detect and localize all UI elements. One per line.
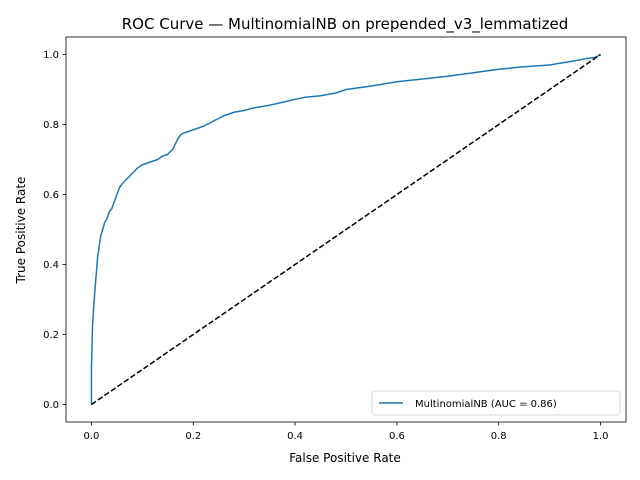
legend-label: MultinomialNB (AUC = 0.86) — [415, 399, 557, 410]
plot-frame — [65, 36, 627, 423]
x-tick-label: 0.0 — [84, 431, 100, 442]
y-tick-label: 0.2 — [43, 330, 59, 341]
axis-ticks: 0.0 0.2 0.4 0.6 0.8 1.0 0.0 0.2 0.4 0.6 0.8 1.0 — [43, 50, 608, 442]
x-axis-label: False Positive Rate — [289, 451, 401, 465]
y-tick-label: 0.0 — [43, 400, 59, 411]
x-tick-label: 0.6 — [389, 431, 405, 442]
y-tick-label: 1.0 — [43, 50, 59, 61]
x-tick-label: 0.4 — [287, 431, 303, 442]
chance-diagonal-line — [91, 53, 601, 406]
y-tick-label: 0.8 — [43, 120, 59, 131]
roc-curve-line — [90, 53, 601, 405]
legend: MultinomialNB (AUC = 0.86) — [371, 390, 621, 416]
x-tick-label: 1.0 — [593, 431, 609, 442]
legend-box — [371, 390, 621, 416]
x-tick-label: 0.2 — [185, 431, 201, 442]
x-tick-label: 0.8 — [491, 431, 507, 442]
y-tick-label: 0.6 — [43, 190, 59, 201]
plot-area — [65, 36, 627, 423]
chart-title: ROC Curve — MultinomialNB on prepended_v… — [122, 15, 569, 34]
series-lines — [90, 53, 601, 406]
y-axis-label: True Positive Rate — [14, 177, 28, 285]
y-tick-label: 0.4 — [43, 260, 59, 271]
